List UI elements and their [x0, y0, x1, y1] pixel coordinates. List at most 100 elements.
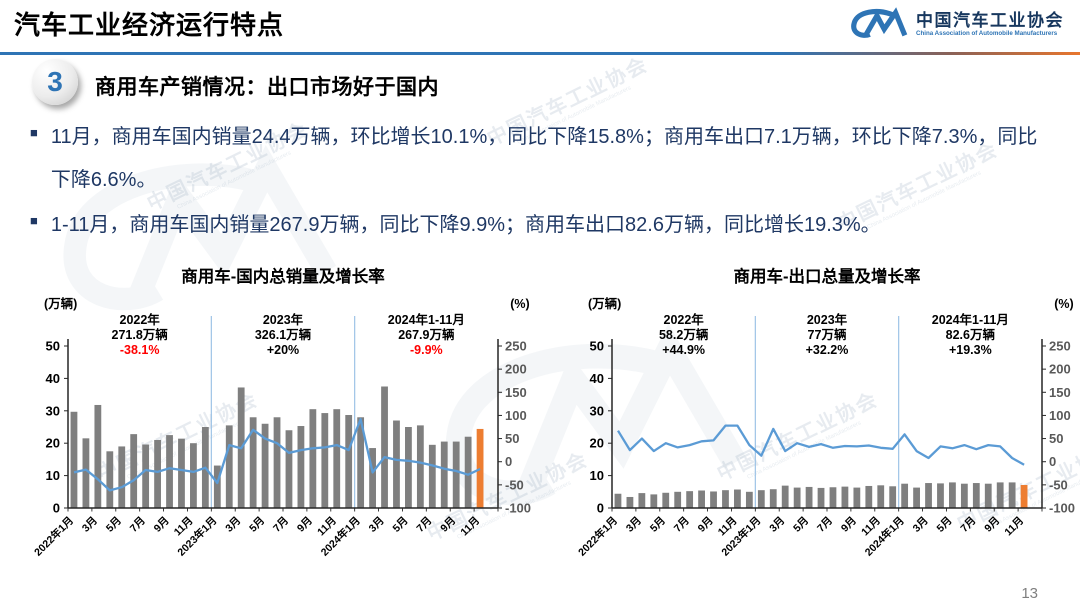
- svg-text:40: 40: [590, 371, 604, 386]
- svg-text:50: 50: [46, 339, 60, 354]
- svg-text:5月: 5月: [791, 515, 811, 535]
- yoy-growth-line: [617, 424, 1025, 466]
- chart-canvas: 0 10 20 30 40 50 250 200 150 100 50 0 -50 -100 2022年1月…: [31, 266, 531, 559]
- svg-text:-38.1%: -38.1%: [120, 343, 160, 357]
- svg-text:+32.2%: +32.2%: [806, 343, 849, 357]
- svg-text:267.9万辆: 267.9万辆: [398, 327, 455, 342]
- svg-text:250: 250: [505, 339, 527, 354]
- section-heading: 商用车产销情况：出口市场好于国内: [95, 76, 439, 99]
- bars-group: [70, 386, 484, 508]
- svg-text:9月: 9月: [982, 515, 1002, 535]
- svg-text:250: 250: [1049, 339, 1071, 354]
- svg-text:0: 0: [505, 454, 512, 469]
- bullet-item: ■ 11月，商用车国内销量24.4万辆，环比增长10.1%，同比下降15.8%；商…: [30, 116, 1045, 202]
- bullet-item: ■ 1-11月，商用车国内销量267.9万辆，同比下降9.9%；商用车出口82.6…: [30, 204, 1045, 247]
- svg-text:100: 100: [505, 408, 527, 423]
- bars-group: [614, 482, 1028, 508]
- svg-text:271.8万辆: 271.8万辆: [112, 327, 169, 342]
- svg-text:10: 10: [590, 468, 604, 483]
- svg-text:2024年1-11月: 2024年1-11月: [932, 312, 1009, 327]
- svg-text:2022年1月: 2022年1月: [575, 514, 620, 559]
- svg-text:200: 200: [505, 362, 527, 377]
- svg-text:3月: 3月: [624, 515, 644, 535]
- bullet-text: 1-11月，商用车国内销量267.9万辆，同比下降9.9%；商用车出口82.6万…: [50, 214, 881, 236]
- page-title: 汽车工业经济运行特点: [14, 10, 285, 40]
- svg-text:20: 20: [590, 436, 604, 451]
- logo-org-name-cn: 中国汽车工业协会: [916, 10, 1064, 30]
- svg-text:-50: -50: [1049, 477, 1068, 492]
- svg-text:+44.9%: +44.9%: [662, 343, 705, 357]
- svg-text:0: 0: [1049, 454, 1056, 469]
- bullet-text: 11月，商用车国内销量24.4万辆，环比增长10.1%，同比下降15.8%；商用…: [50, 126, 1038, 191]
- svg-text:2023年: 2023年: [263, 312, 304, 327]
- svg-text:77万辆: 77万辆: [808, 327, 847, 342]
- svg-text:150: 150: [1049, 385, 1071, 400]
- svg-text:7月: 7月: [414, 515, 434, 535]
- svg-text:-100: -100: [1049, 501, 1075, 516]
- svg-text:50: 50: [505, 431, 519, 446]
- svg-text:9月: 9月: [295, 515, 315, 535]
- section-number-badge: 3: [32, 59, 78, 105]
- svg-text:2022年: 2022年: [120, 312, 161, 327]
- svg-text:10: 10: [46, 468, 60, 483]
- svg-text:(万辆): (万辆): [44, 296, 77, 311]
- svg-text:9月: 9月: [696, 515, 716, 535]
- svg-text:9月: 9月: [839, 515, 859, 535]
- svg-text:2022年: 2022年: [664, 312, 705, 327]
- svg-text:3月: 3月: [223, 515, 243, 535]
- svg-text:商用车-出口总量及增长率: 商用车-出口总量及增长率: [734, 266, 921, 286]
- svg-text:2024年1-11月: 2024年1-11月: [388, 312, 465, 327]
- svg-text:3月: 3月: [80, 515, 100, 535]
- svg-text:5月: 5月: [390, 515, 410, 535]
- domestic-sales-chart: 0 10 20 30 40 50 250 200 150 100 50 0 -50 -100 2022年1月…: [24, 258, 534, 598]
- svg-text:5月: 5月: [648, 515, 668, 535]
- svg-text:0: 0: [53, 501, 60, 516]
- svg-text:-50: -50: [505, 477, 524, 492]
- svg-text:326.1万辆: 326.1万辆: [255, 327, 312, 342]
- svg-text:-100: -100: [505, 501, 531, 516]
- export-volume-chart: 0 10 20 30 40 50 250 200 150 100 50 0 -50 -100 2022年1月…: [568, 258, 1078, 598]
- svg-text:9月: 9月: [438, 515, 458, 535]
- yoy-growth-line: [73, 417, 481, 492]
- svg-text:(%): (%): [1054, 297, 1073, 311]
- svg-text:58.2万辆: 58.2万辆: [659, 327, 709, 342]
- svg-text:+20%: +20%: [267, 343, 299, 357]
- svg-text:7月: 7月: [672, 515, 692, 535]
- bullet-list: ■ 11月，商用车国内销量24.4万辆，环比增长10.1%，同比下降15.8%；商…: [30, 116, 1045, 249]
- svg-text:150: 150: [505, 385, 527, 400]
- svg-text:-9.9%: -9.9%: [410, 343, 443, 357]
- logo-org-name-en: China Association of Automobile Manufact…: [916, 30, 1058, 38]
- svg-text:11月: 11月: [1002, 515, 1026, 539]
- svg-text:5月: 5月: [247, 515, 267, 535]
- svg-text:7月: 7月: [128, 515, 148, 535]
- caam-logo: 中国汽车工业协会 China Association of Automobile…: [847, 3, 1064, 45]
- svg-text:100: 100: [1049, 408, 1071, 423]
- header-rule: [0, 52, 1080, 55]
- svg-text:0: 0: [597, 501, 604, 516]
- svg-text:3月: 3月: [367, 515, 387, 535]
- bullet-marker-icon: ■: [30, 125, 38, 140]
- svg-text:40: 40: [46, 371, 60, 386]
- svg-text:50: 50: [590, 339, 604, 354]
- svg-text:11月: 11月: [458, 515, 482, 539]
- svg-text:7月: 7月: [815, 515, 835, 535]
- svg-text:30: 30: [590, 403, 604, 418]
- svg-text:9月: 9月: [152, 515, 172, 535]
- svg-text:7月: 7月: [958, 515, 978, 535]
- svg-text:50: 50: [1049, 431, 1063, 446]
- page-number: 13: [1021, 585, 1038, 602]
- svg-text:30: 30: [46, 403, 60, 418]
- svg-text:5月: 5月: [104, 515, 124, 535]
- svg-text:7月: 7月: [271, 515, 291, 535]
- svg-text:20: 20: [46, 436, 60, 451]
- svg-text:2022年1月: 2022年1月: [31, 514, 76, 559]
- svg-text:(万辆): (万辆): [588, 296, 621, 311]
- svg-text:3月: 3月: [767, 515, 787, 535]
- svg-text:200: 200: [1049, 362, 1071, 377]
- bullet-marker-icon: ■: [30, 213, 38, 228]
- chart-canvas: 0 10 20 30 40 50 250 200 150 100 50 0 -50 -100 2022年1月…: [575, 266, 1075, 559]
- svg-text:+19.3%: +19.3%: [949, 343, 992, 357]
- caam-logo-mark-icon: [851, 7, 908, 38]
- svg-text:82.6万辆: 82.6万辆: [946, 327, 996, 342]
- svg-text:5月: 5月: [934, 515, 954, 535]
